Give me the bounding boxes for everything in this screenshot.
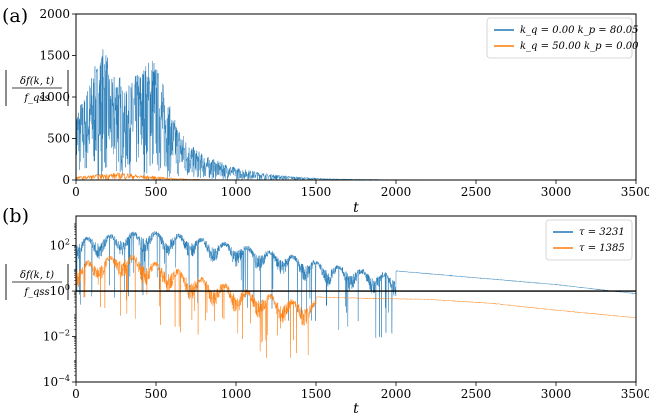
panel-b-series-1-line	[75, 254, 637, 359]
panel-b-axes-frame	[75, 215, 637, 383]
legend-b-entry-1: τ = 1385	[579, 243, 625, 254]
panel-a-ylabel: δf(k, t) f_qss	[5, 70, 69, 106]
panel-a-xlabel: t	[353, 200, 359, 216]
panel-b-legend: τ = 3231 τ = 1385	[545, 219, 633, 261]
panel-b-label: (b)	[2, 205, 29, 227]
panel-b-xticks: 0 500 1000 1500 2000 2500 3000 3500	[72, 382, 649, 401]
panel-b-xtick-label: 0	[72, 387, 80, 401]
panel-b-ylabel-numerator: δf(k, t)	[20, 270, 54, 281]
legend-b-entry-0: τ = 3231	[579, 227, 625, 238]
panel-b-xlabel: t	[353, 401, 359, 416]
panel-a-series-1-line	[75, 172, 636, 181]
panel-b-ylabel: δf(k, t) f_qss	[5, 264, 69, 300]
panel-b-xtick-label: 2000	[381, 387, 412, 401]
legend-a-entry-0: k_q = 0.00 k_p = 80.05	[520, 25, 638, 36]
panel-a-ytick-label: 2000	[39, 7, 70, 21]
panel-b-ytick-label: 10−2	[43, 329, 70, 344]
panel-b-xtick-label: 1000	[221, 387, 252, 401]
panel-a: (a) δf(k, t) f_qss 0 500 1000 1500 2000 2500 3…	[2, 5, 649, 216]
panel-b-series-0-line	[75, 230, 637, 338]
panel-a-series-0-line	[75, 49, 637, 181]
panel-b-ytick-label: 10−4	[43, 374, 70, 389]
panel-a-ylabel-numerator: δf(k, t)	[20, 76, 54, 87]
panel-a-legend: k_q = 0.00 k_p = 80.05 k_q = 50.00 k_p =…	[486, 17, 639, 59]
panel-b-xtick-label: 1500	[301, 387, 332, 401]
panel-a-yticks: 0 500 1000 1500 2000	[39, 7, 76, 187]
panel-a-xtick-label: 3000	[541, 185, 572, 199]
legend-a-entry-1: k_q = 50.00 k_p = 0.00	[520, 41, 639, 52]
panel-a-xtick-label: 500	[145, 185, 168, 199]
panel-a-label: (a)	[2, 5, 28, 27]
panel-b-xtick-label: 3500	[621, 387, 649, 401]
panel-a-xtick-label: 0	[72, 185, 80, 199]
panel-a-ytick-label: 1500	[39, 49, 70, 63]
panel-a-xtick-label: 1000	[221, 185, 252, 199]
panel-b-ytick-label: 102	[50, 238, 70, 253]
panel-b-ytick-label: 100	[50, 283, 70, 298]
panel-a-xtick-label: 3500	[621, 185, 649, 199]
panel-b-xtick-label: 500	[145, 387, 168, 401]
panel-b-xtick-label: 3000	[541, 387, 572, 401]
panel-b-series	[75, 230, 637, 359]
panel-b: (b) δf(k, t) f_qss 0 500 1000 1500 2000 2500 3…	[2, 205, 649, 416]
panel-a-ylabel-denominator: f_qss	[23, 93, 49, 104]
panel-a-xtick-label: 2500	[461, 185, 492, 199]
panel-a-ytick-label: 500	[47, 132, 70, 146]
panel-b-xtick-label: 2500	[461, 387, 492, 401]
panel-a-ytick-label: 1000	[39, 90, 70, 104]
panel-a-xtick-label: 2000	[381, 185, 412, 199]
panel-b-yticks: 10−4 10−2 100 102	[43, 223, 76, 389]
panel-b-ylabel-denominator: f_qss	[23, 287, 49, 298]
panel-a-xtick-label: 1500	[301, 185, 332, 199]
panel-a-xticks: 0 500 1000 1500 2000 2500 3000 3500	[72, 180, 649, 199]
panel-a-ytick-label: 0	[62, 173, 70, 187]
panel-a-series	[75, 49, 637, 181]
